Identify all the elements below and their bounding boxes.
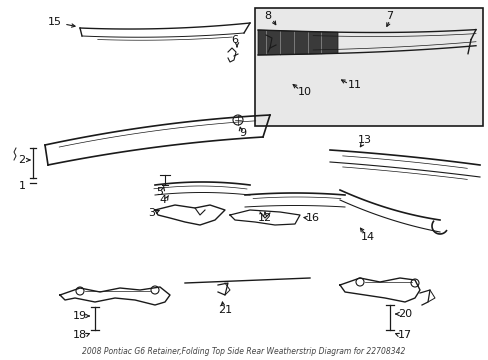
- Text: 20: 20: [397, 309, 411, 319]
- Text: 5: 5: [156, 187, 163, 197]
- Text: 8: 8: [264, 11, 271, 21]
- Text: 21: 21: [218, 305, 232, 315]
- Text: 4: 4: [159, 195, 166, 205]
- Text: 6: 6: [231, 35, 238, 45]
- Text: 10: 10: [297, 87, 311, 97]
- Text: 14: 14: [360, 232, 374, 242]
- Text: 9: 9: [239, 128, 246, 138]
- Polygon shape: [258, 30, 337, 55]
- Text: 1: 1: [19, 181, 25, 191]
- Bar: [254, 8, 482, 126]
- Text: 11: 11: [347, 80, 361, 90]
- Text: 17: 17: [397, 330, 411, 340]
- Text: 16: 16: [305, 213, 319, 223]
- Text: 3: 3: [148, 208, 155, 218]
- Text: 2008 Pontiac G6 Retainer,Folding Top Side Rear Weatherstrip Diagram for 22708342: 2008 Pontiac G6 Retainer,Folding Top Sid…: [82, 347, 405, 356]
- Text: 13: 13: [357, 135, 371, 145]
- Text: 15: 15: [48, 17, 62, 27]
- Text: 19: 19: [73, 311, 87, 321]
- Text: 2: 2: [19, 155, 25, 165]
- Text: 18: 18: [73, 330, 87, 340]
- Text: 7: 7: [386, 11, 393, 21]
- Text: 12: 12: [257, 213, 271, 223]
